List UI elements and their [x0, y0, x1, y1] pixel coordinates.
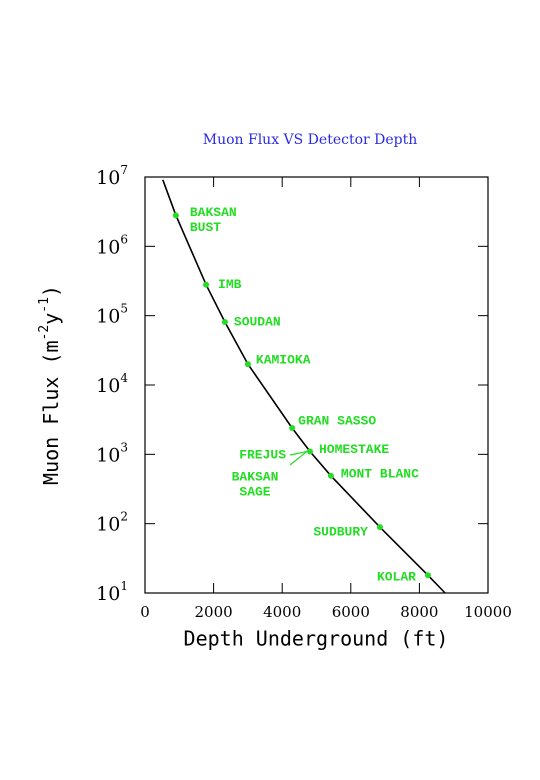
y-axis-label-part: -2 [37, 325, 52, 341]
y-tick-base: 10 [96, 167, 120, 189]
y-tick-label: 103 [96, 440, 128, 467]
y-tick-base: 10 [96, 236, 120, 258]
y-axis-label-part: ) [39, 285, 63, 297]
y-axis-label-part: -1 [37, 297, 52, 313]
annotation-leader [289, 450, 308, 466]
y-tick-base: 10 [96, 583, 120, 605]
y-tick-exp: 6 [120, 232, 128, 246]
y-tick-base: 10 [96, 444, 120, 466]
y-tick-base: 10 [96, 306, 120, 328]
point-label: SUDBURY [313, 525, 368, 540]
y-tick-label: 101 [96, 579, 128, 606]
detector-point [306, 448, 313, 455]
annotation-leader [289, 450, 308, 456]
x-tick-label: 8000 [400, 603, 438, 621]
detector-point [221, 319, 228, 326]
point-label: GRAN SASSO [298, 413, 376, 428]
detector-point [172, 212, 179, 219]
point-label: MONT BLANC [341, 466, 419, 481]
y-tick-exp: 7 [120, 163, 128, 177]
y-tick-exp: 3 [120, 440, 128, 454]
y-tick-label: 107 [96, 163, 128, 190]
x-tick-label: 0 [140, 603, 150, 621]
detector-point [289, 424, 296, 431]
point-label: SOUDAN [234, 314, 281, 329]
y-tick-label: 102 [96, 509, 128, 536]
detector-point [203, 281, 210, 288]
y-tick-label: 104 [96, 371, 128, 398]
y-axis-label-part: Muon Flux (m [39, 340, 63, 485]
point-label: KAMIOKA [256, 353, 311, 368]
annotation-label: SAGE [239, 484, 270, 499]
x-axis-label: Depth Underground (ft) [184, 627, 449, 651]
detector-point [327, 472, 334, 479]
annotation-label: FREJUS [239, 447, 286, 462]
x-tick-label: 4000 [263, 603, 301, 621]
point-label: BAKSAN [190, 205, 237, 220]
y-tick-base: 10 [96, 375, 120, 397]
chart-title: Muon Flux VS Detector Depth [203, 132, 418, 148]
x-tick-label: 2000 [195, 603, 233, 621]
point-label: BUST [190, 220, 221, 235]
y-tick-exp: 5 [120, 301, 128, 315]
y-tick-exp: 2 [120, 509, 128, 523]
x-tick-label: 6000 [332, 603, 370, 621]
y-tick-exp: 1 [120, 579, 128, 593]
annotation-label: BAKSAN [232, 469, 279, 484]
point-label: KOLAR [377, 570, 416, 585]
y-tick-label: 105 [96, 301, 128, 328]
point-label: HOMESTAKE [319, 442, 389, 457]
y-tick-base: 10 [96, 514, 120, 536]
y-axis-label: Muon Flux (m-2y-1) [37, 285, 63, 485]
y-tick-label: 106 [96, 232, 128, 258]
detector-point [424, 572, 431, 579]
x-tick-label: 10000 [464, 603, 512, 621]
y-tick-exp: 4 [120, 371, 128, 385]
point-label: IMB [218, 277, 242, 292]
y-axis-label-part: y [39, 313, 63, 325]
detector-point [376, 524, 383, 531]
detector-point [244, 361, 251, 368]
